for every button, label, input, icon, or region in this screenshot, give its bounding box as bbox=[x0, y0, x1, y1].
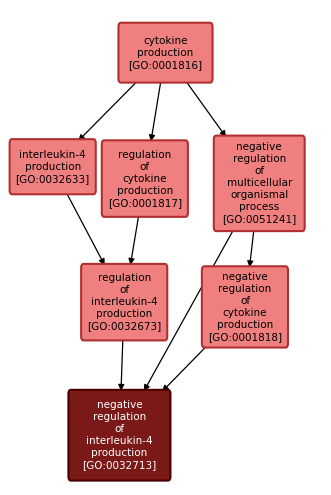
Text: cytokine
production
[GO:0001816]: cytokine production [GO:0001816] bbox=[128, 36, 203, 70]
FancyBboxPatch shape bbox=[214, 136, 305, 231]
Text: negative
regulation
of
multicellular
organismal
process
[GO:0051241]: negative regulation of multicellular org… bbox=[222, 143, 296, 224]
Text: regulation
of
interleukin-4
production
[GO:0032673]: regulation of interleukin-4 production [… bbox=[87, 273, 161, 331]
Text: negative
regulation
of
cytokine
production
[GO:0001818]: negative regulation of cytokine producti… bbox=[208, 272, 282, 342]
Text: interleukin-4
production
[GO:0032633]: interleukin-4 production [GO:0032633] bbox=[16, 149, 90, 184]
FancyBboxPatch shape bbox=[69, 390, 170, 481]
FancyBboxPatch shape bbox=[102, 141, 188, 217]
FancyBboxPatch shape bbox=[10, 139, 96, 194]
Text: regulation
of
cytokine
production
[GO:0001817]: regulation of cytokine production [GO:00… bbox=[108, 149, 182, 207]
FancyBboxPatch shape bbox=[81, 264, 167, 341]
FancyBboxPatch shape bbox=[118, 23, 213, 83]
Text: negative
regulation
of
interleukin-4
production
[GO:0032713]: negative regulation of interleukin-4 pro… bbox=[82, 400, 157, 470]
FancyBboxPatch shape bbox=[202, 266, 288, 347]
